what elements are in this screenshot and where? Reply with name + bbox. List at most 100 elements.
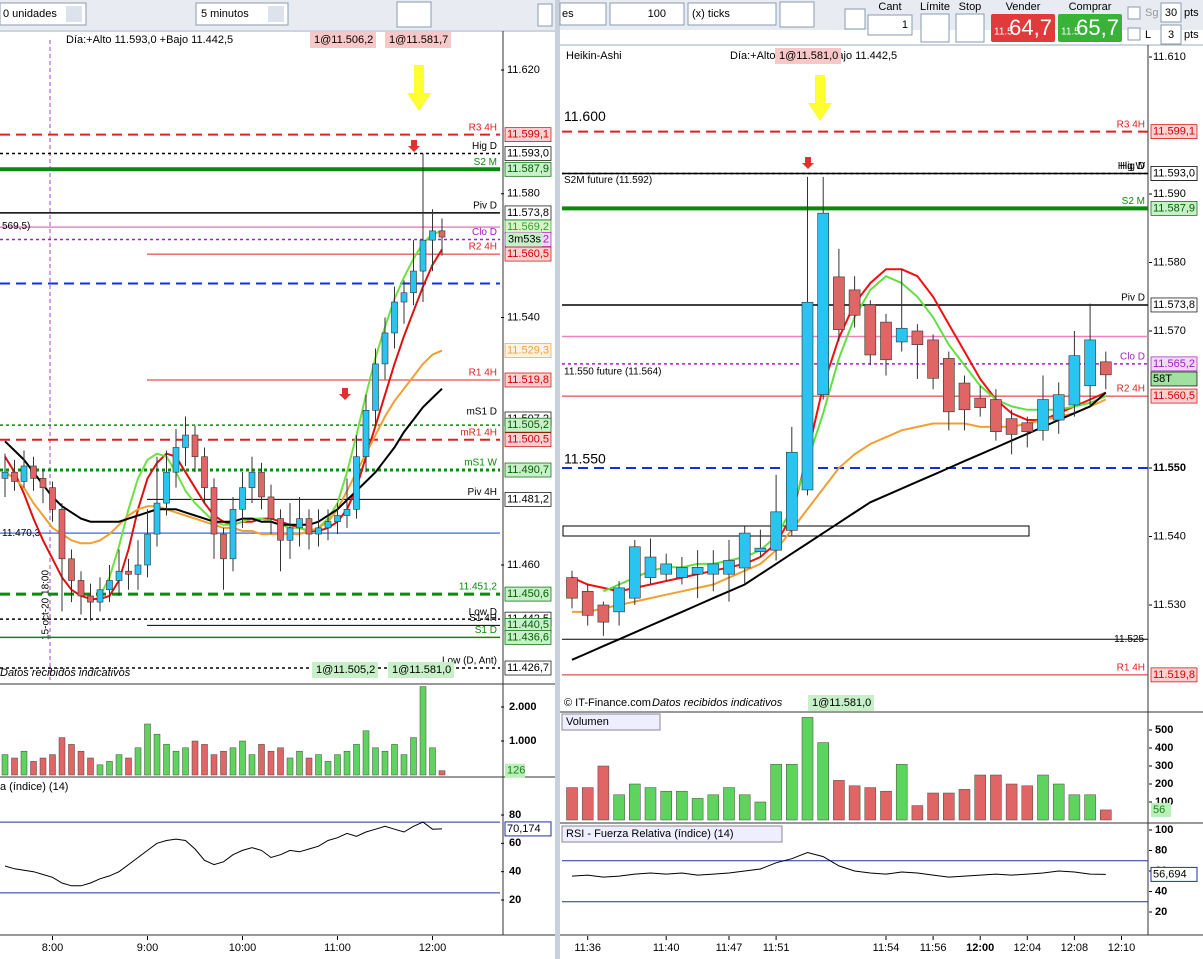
level-label: 11.569,2 <box>507 221 549 233</box>
volume-bar <box>833 780 845 821</box>
candle-body <box>381 332 389 365</box>
level-tag: S2 M <box>474 157 497 168</box>
level-label-box <box>1150 356 1198 372</box>
candle-body <box>419 239 427 272</box>
candle-body <box>738 532 751 569</box>
level-label-box <box>504 492 552 507</box>
sg-checkbox[interactable] <box>1127 6 1141 20</box>
candle-body <box>801 301 814 491</box>
volume-bar <box>144 723 151 776</box>
order-label: 1@11.581,0 <box>779 50 838 62</box>
chart-tools-button[interactable] <box>396 1 432 28</box>
volume-bar <box>87 757 94 776</box>
candle-body <box>927 339 939 379</box>
scroll-button[interactable] <box>537 3 553 27</box>
last-value-box <box>1150 866 1198 882</box>
dropdown-arrow[interactable] <box>66 6 82 22</box>
y-tick-label: 60 <box>509 837 521 849</box>
y-tick-label: 11.580 <box>507 188 540 200</box>
l-label: L <box>1145 29 1151 41</box>
sg-input[interactable] <box>1160 2 1182 23</box>
candle-body <box>115 570 123 581</box>
y-tick-label: 80 <box>1155 844 1167 856</box>
order-label: 1@11.581,7 <box>389 34 448 46</box>
volume-bar <box>248 754 256 776</box>
candle-body <box>770 511 782 551</box>
dropdown-arrow[interactable] <box>268 6 284 22</box>
y-tick-label: 80 <box>509 809 521 821</box>
level-label: 11.529,3 <box>507 345 549 357</box>
candle-body <box>974 397 987 409</box>
volume-bar <box>429 747 436 776</box>
volume-bar <box>353 744 360 776</box>
order-box <box>385 32 451 48</box>
units-text: 0 unidades <box>3 8 57 20</box>
wrench-button[interactable] <box>844 8 866 30</box>
buy-small: 11.5 <box>1061 27 1080 38</box>
volume-bar <box>566 787 578 821</box>
moving-average <box>571 391 1107 661</box>
candle-body <box>191 434 199 458</box>
volume-bar <box>201 744 208 776</box>
level-tag: S1 4H <box>469 613 497 624</box>
candle-body <box>220 533 227 560</box>
buy-button[interactable] <box>1058 14 1122 42</box>
volume-bar <box>153 733 161 776</box>
volume-bar <box>77 750 85 776</box>
candle-body <box>691 567 704 575</box>
level-tag: Piv D <box>473 201 497 212</box>
level-label-box <box>504 127 552 143</box>
rsi-header <box>561 825 783 843</box>
candle-body <box>911 330 924 345</box>
y-tick-label: 40 <box>1155 885 1167 897</box>
candle-body <box>362 410 370 458</box>
price-note: 11.600 <box>564 108 606 124</box>
candle-body <box>324 521 332 529</box>
x-tick-label: 11:40 <box>653 942 680 954</box>
candle-body <box>566 577 578 599</box>
l-checkbox[interactable] <box>1127 27 1141 41</box>
candle-body <box>848 289 861 316</box>
candle-body <box>30 465 37 479</box>
volume-bar <box>372 747 379 776</box>
candle-body <box>334 515 341 522</box>
candle-body <box>400 292 408 303</box>
volume-bar <box>106 761 113 776</box>
y-tick-label: 2.000 <box>509 701 537 713</box>
volume-bar <box>974 774 986 821</box>
buy-big: 65,7 <box>1076 15 1119 40</box>
volume-bar <box>438 770 446 776</box>
candle-body <box>68 558 75 581</box>
right-footer: Datos recibidos indicativos <box>652 697 783 709</box>
sell-button[interactable] <box>991 14 1055 42</box>
volume-bar <box>20 750 28 776</box>
volume-bar <box>400 754 408 776</box>
volume-bar <box>943 792 955 821</box>
cant-input[interactable] <box>867 14 913 36</box>
limit-button[interactable] <box>920 13 950 43</box>
level-tag: mS1 D <box>466 407 497 418</box>
product-dropdown[interactable] <box>559 2 607 26</box>
l-input[interactable] <box>1160 24 1182 45</box>
timeframe-dropdown[interactable] <box>195 2 289 26</box>
units-dropdown[interactable] <box>0 2 87 26</box>
stop-button[interactable] <box>955 13 985 43</box>
y-tick-label: 300 <box>1155 760 1173 772</box>
left-footer: Datos recibidos indicativos <box>0 667 131 679</box>
candle-body <box>895 327 908 343</box>
right-brand: © IT-Finance.com <box>564 697 651 709</box>
l-value: 3 <box>1168 29 1174 41</box>
candle-body <box>248 471 256 488</box>
level-tag: Piv 4H <box>468 487 497 498</box>
chart-tools-button[interactable] <box>779 1 815 28</box>
volume-bar <box>629 783 641 821</box>
level-label: 11.587,9 <box>507 163 549 175</box>
level-label: 11.500,5 <box>507 434 549 446</box>
volume-bar <box>49 754 56 776</box>
qty-spinner[interactable] <box>609 2 685 26</box>
mode-dropdown[interactable] <box>687 2 777 26</box>
volume-bar <box>58 737 66 776</box>
candle-body <box>1100 361 1112 376</box>
level-label-box <box>504 660 552 676</box>
right-rsi-title: RSI - Fuerza Relativa (índice) (14) <box>566 828 734 840</box>
